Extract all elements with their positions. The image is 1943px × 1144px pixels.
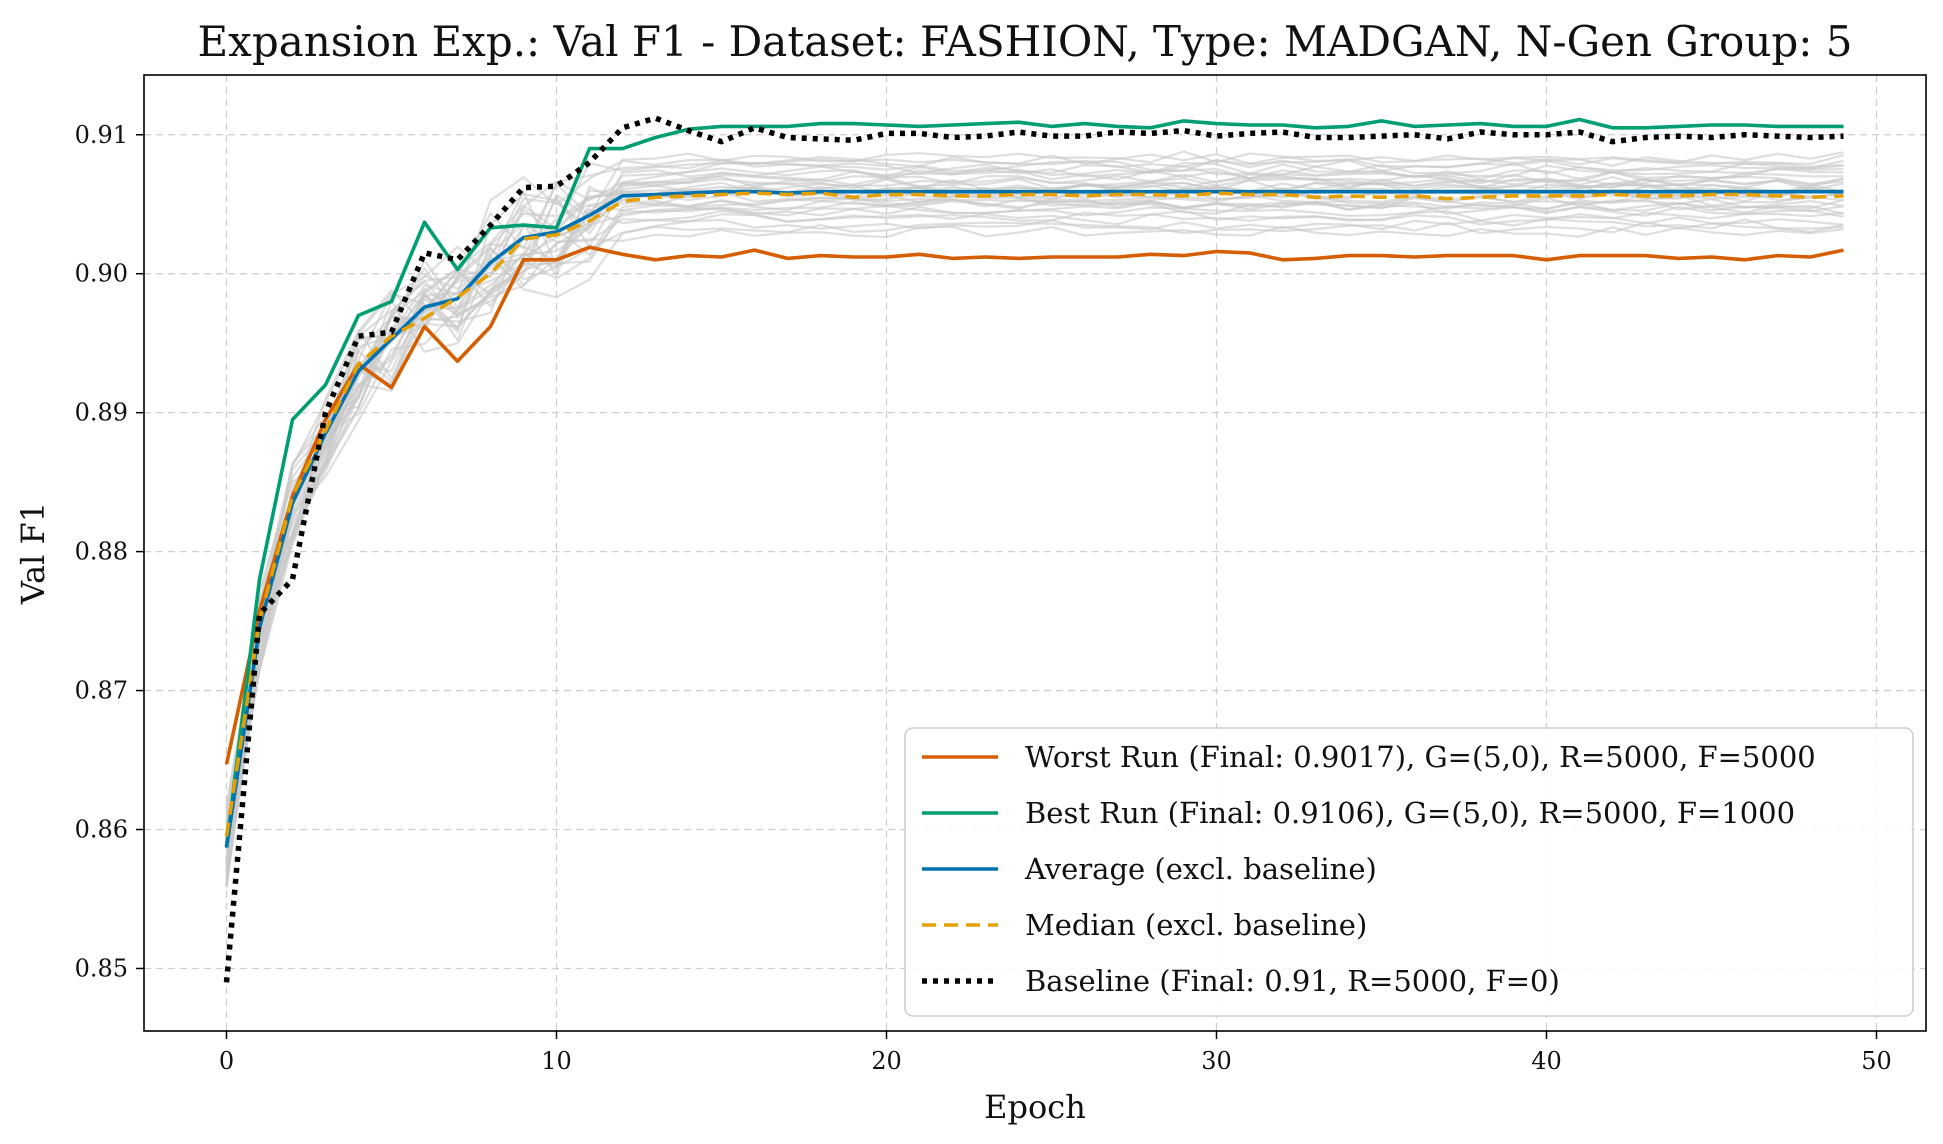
y-axis-label: Val F1 (14, 502, 52, 605)
series-lines (223, 115, 1844, 983)
background-run-line (225, 150, 1844, 808)
legend-box (904, 727, 1914, 1017)
series-line (224, 117, 1844, 847)
series-line (223, 115, 1844, 983)
y-tick-label: 0.88 (75, 538, 128, 566)
legend-label: Worst Run (Final: 0.9017), G=(5,0), R=50… (1025, 740, 1816, 774)
y-tick-label: 0.87 (75, 677, 128, 705)
x-tick-label: 0 (219, 1047, 234, 1075)
legend-label: Best Run (Final: 0.9106), G=(5,0), R=500… (1025, 796, 1795, 830)
series-line (224, 189, 1844, 848)
x-tick-label: 30 (1201, 1047, 1232, 1075)
series-line (224, 191, 1844, 837)
y-tick-label: 0.85 (75, 954, 128, 982)
background-run-line (225, 197, 1844, 824)
chart-title: Expansion Exp.: Val F1 - Dataset: FASHIO… (197, 17, 1852, 66)
x-tick-label: 50 (1861, 1047, 1892, 1075)
y-axis-ticks: 0.85 0.86 0.87 0.88 0.89 0.90 0.91 (75, 121, 144, 982)
x-axis-ticks: 0 10 20 30 40 50 (219, 1031, 1892, 1075)
plot-area-frame (143, 74, 1927, 1032)
x-tick-label: 20 (871, 1047, 902, 1075)
background-run-line (225, 190, 1844, 873)
y-tick-label: 0.91 (75, 121, 128, 149)
y-tick-label: 0.86 (75, 816, 128, 844)
background-run-line (225, 178, 1844, 822)
background-run-line (225, 225, 1844, 843)
series-line (224, 245, 1844, 765)
background-runs (225, 150, 1844, 888)
y-tick-label: 0.90 (75, 260, 128, 288)
legend-label: Average (excl. baseline) (1024, 852, 1377, 886)
legend-label: Median (excl. baseline) (1025, 908, 1367, 942)
y-tick-label: 0.89 (75, 399, 128, 427)
legend-label: Baseline (Final: 0.91, R=5000, F=0) (1025, 964, 1560, 998)
background-run-line (225, 176, 1844, 860)
background-run-line (225, 169, 1844, 820)
legend: Worst Run (Final: 0.9017), G=(5,0), R=50… (904, 727, 1914, 1017)
x-tick-label: 40 (1531, 1047, 1562, 1075)
background-run-line (225, 153, 1844, 842)
x-tick-label: 10 (541, 1047, 572, 1075)
x-axis-label: Epoch (984, 1088, 1086, 1126)
